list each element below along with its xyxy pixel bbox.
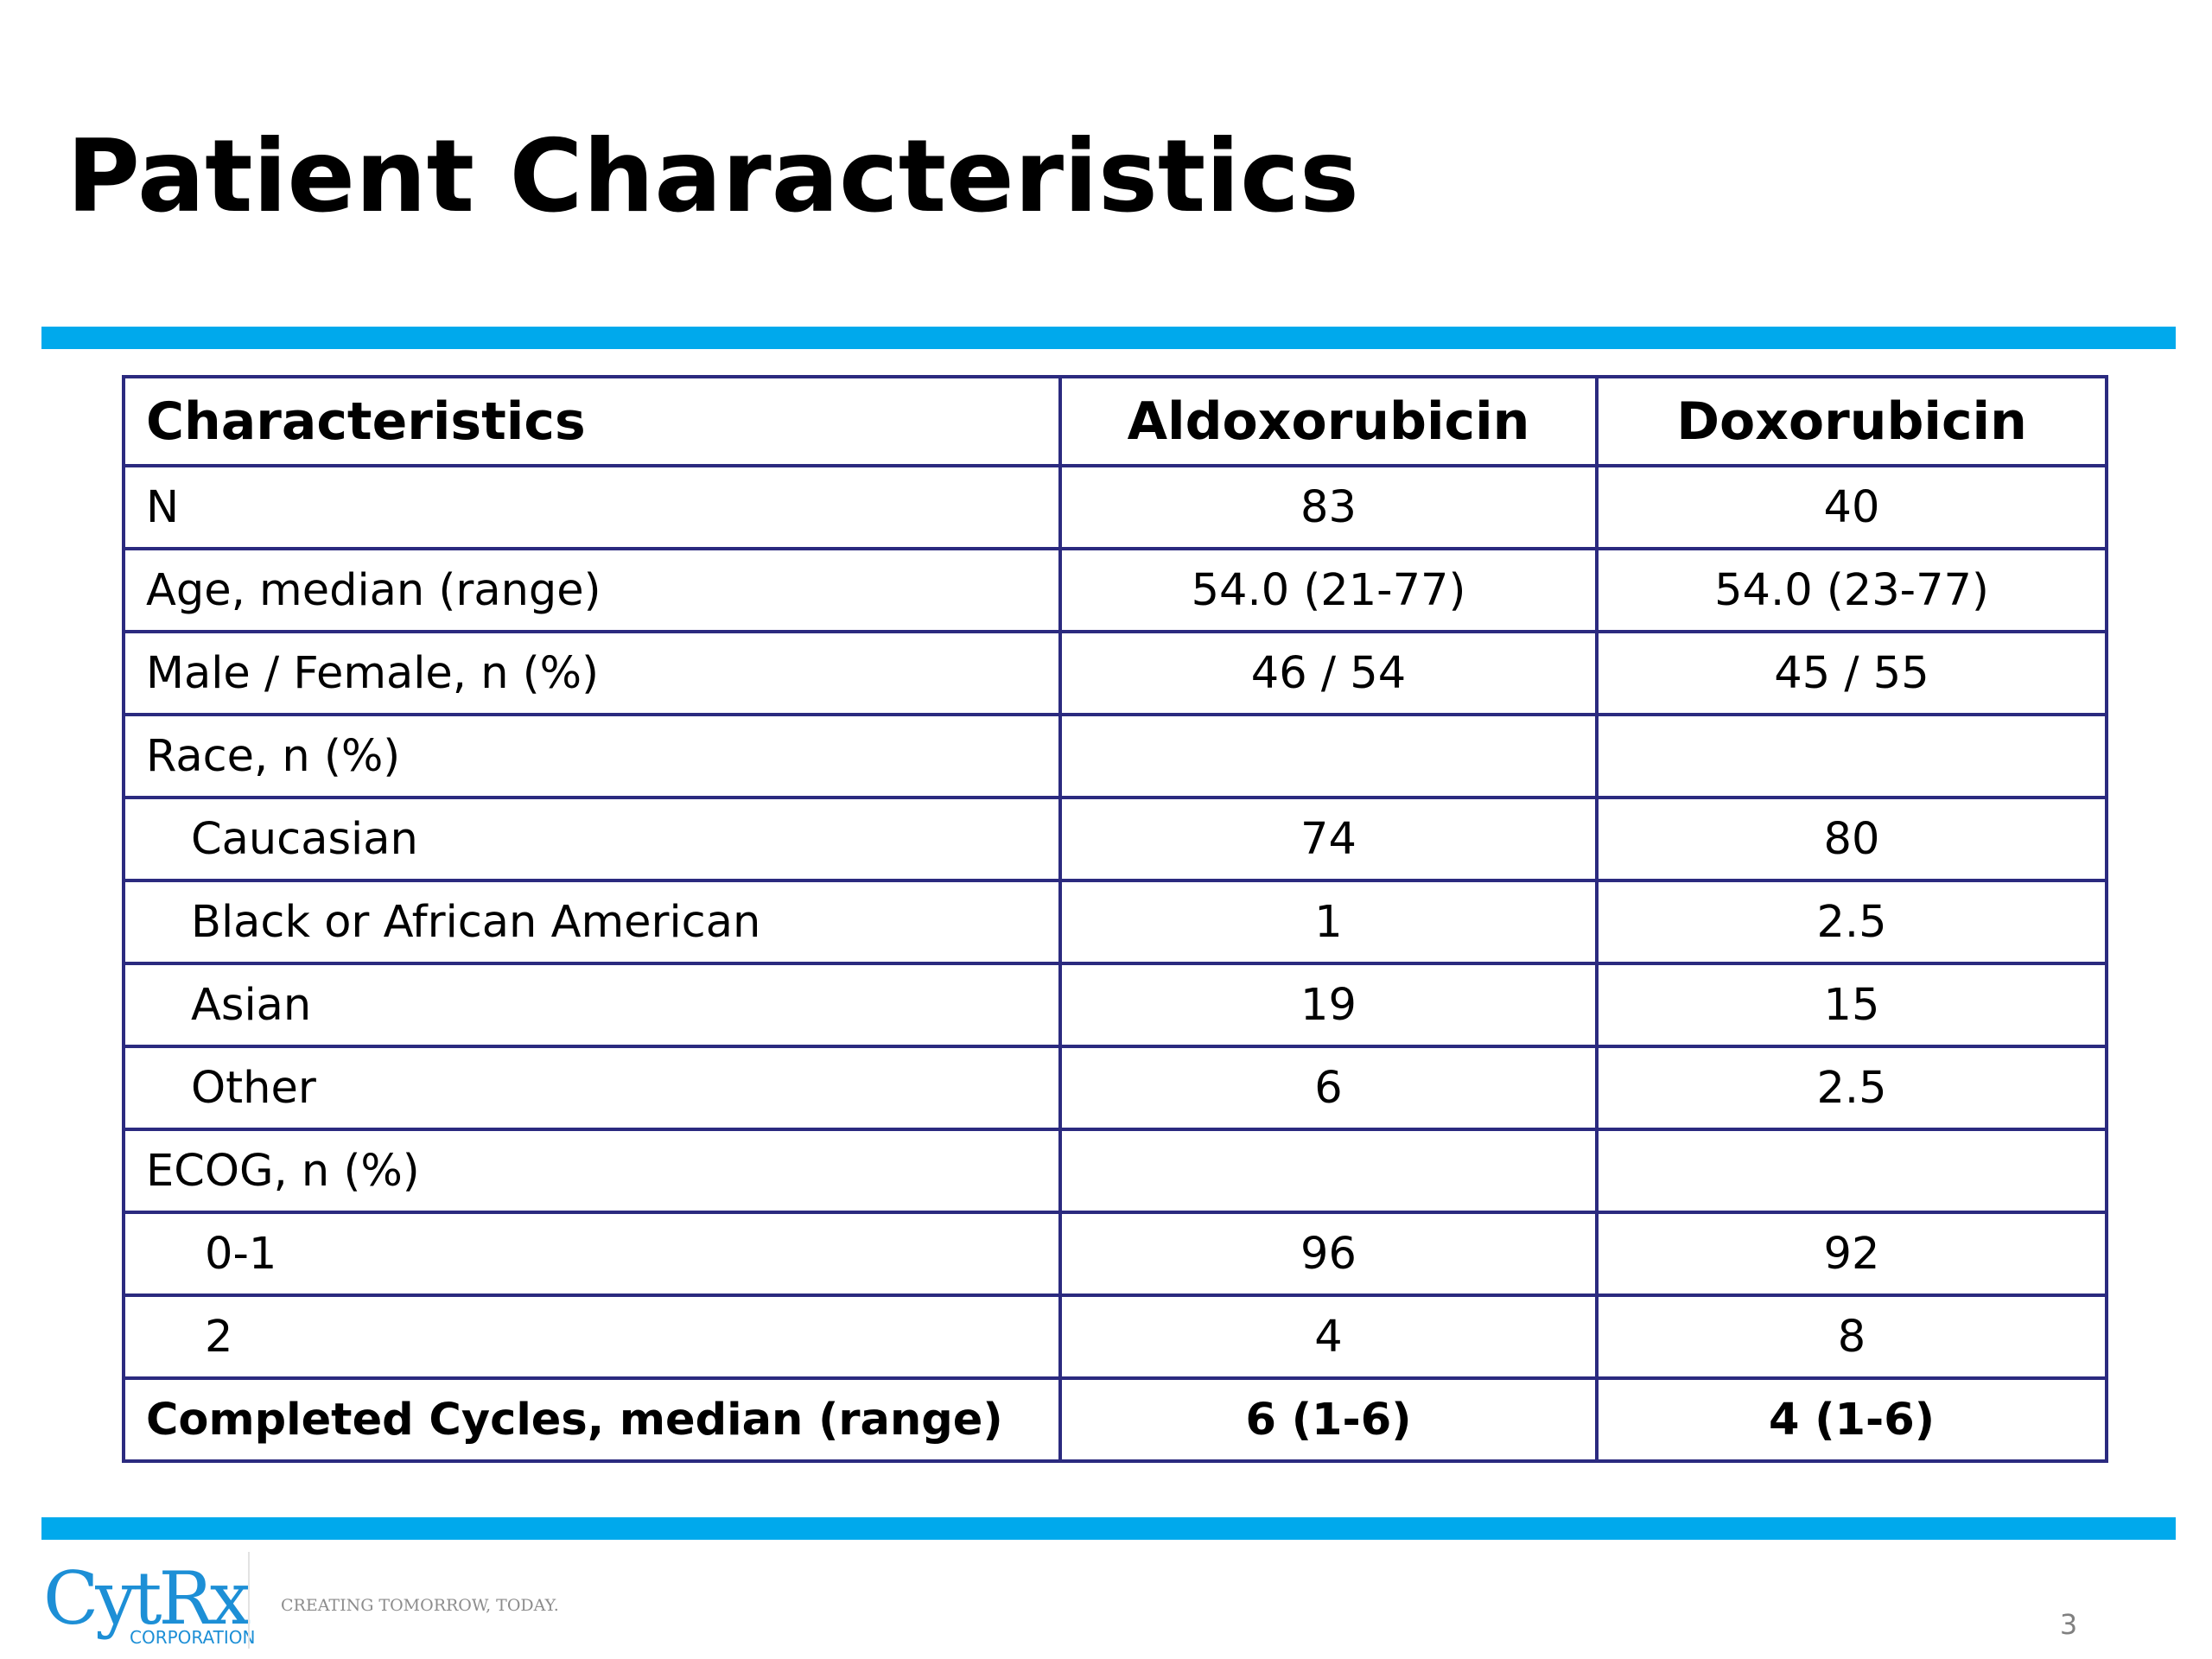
row-label: Other	[122, 1045, 1062, 1131]
row-label: Caucasian	[122, 796, 1062, 882]
aldoxorubicin-value: 19	[1058, 962, 1599, 1048]
aldoxorubicin-value	[1058, 713, 1599, 799]
table-row-asian: Asian 19 15	[122, 962, 2108, 1048]
tagline: CREATING TOMORROW, TODAY.	[281, 1596, 559, 1615]
row-label: Male / Female, n (%)	[122, 630, 1062, 716]
patient-characteristics-table: Characteristics Aldoxorubicin Doxorubici…	[122, 375, 2108, 1463]
aldoxorubicin-value: 96	[1058, 1211, 1599, 1297]
column-header-characteristics: Characteristics	[122, 375, 1062, 467]
doxorubicin-value: 15	[1595, 962, 2108, 1048]
footer-divider	[248, 1552, 250, 1649]
table-row-age: Age, median (range) 54.0 (21-77) 54.0 (2…	[122, 547, 2108, 633]
aldoxorubicin-value: 4	[1058, 1294, 1599, 1380]
aldoxorubicin-value: 54.0 (21-77)	[1058, 547, 1599, 633]
row-label: 0-1	[122, 1211, 1062, 1297]
table-row-ecog: ECOG, n (%)	[122, 1128, 2108, 1214]
table-row-other: Other 6 2.5	[122, 1045, 2108, 1131]
aldoxorubicin-value: 6	[1058, 1045, 1599, 1131]
doxorubicin-value: 40	[1595, 464, 2108, 550]
row-label: Race, n (%)	[122, 713, 1062, 799]
top-accent-bar	[41, 327, 2176, 349]
table-row-race: Race, n (%)	[122, 713, 2108, 799]
table-row-caucasian: Caucasian 74 80	[122, 796, 2108, 882]
doxorubicin-value	[1595, 1128, 2108, 1214]
table-row-ecog-2: 2 4 8	[122, 1294, 2108, 1380]
table-header-row: Characteristics Aldoxorubicin Doxorubici…	[122, 375, 2108, 467]
logo-wordmark: CytRx	[43, 1556, 251, 1641]
doxorubicin-value: 2.5	[1595, 1045, 2108, 1131]
aldoxorubicin-value: 1	[1058, 879, 1599, 965]
page-number: 3	[2059, 1608, 2078, 1641]
column-header-aldoxorubicin: Aldoxorubicin	[1058, 375, 1599, 467]
slide-title: Patient Characteristics	[67, 118, 1359, 235]
row-label: ECOG, n (%)	[122, 1128, 1062, 1214]
table-row-completed-cycles: Completed Cycles, median (range) 6 (1-6)…	[122, 1376, 2108, 1463]
doxorubicin-value: 80	[1595, 796, 2108, 882]
doxorubicin-value: 8	[1595, 1294, 2108, 1380]
aldoxorubicin-value: 6 (1-6)	[1058, 1376, 1599, 1463]
bottom-accent-bar	[41, 1517, 2176, 1540]
doxorubicin-value: 4 (1-6)	[1595, 1376, 2108, 1463]
row-label: Asian	[122, 962, 1062, 1048]
row-label: N	[122, 464, 1062, 550]
doxorubicin-value	[1595, 713, 2108, 799]
doxorubicin-value: 54.0 (23-77)	[1595, 547, 2108, 633]
aldoxorubicin-value: 46 / 54	[1058, 630, 1599, 716]
doxorubicin-value: 45 / 55	[1595, 630, 2108, 716]
aldoxorubicin-value: 74	[1058, 796, 1599, 882]
doxorubicin-value: 2.5	[1595, 879, 2108, 965]
logo-subtext: CORPORATION	[130, 1627, 256, 1648]
doxorubicin-value: 92	[1595, 1211, 2108, 1297]
row-label: Black or African American	[122, 879, 1062, 965]
row-label: Completed Cycles, median (range)	[122, 1376, 1062, 1463]
row-label: 2	[122, 1294, 1062, 1380]
aldoxorubicin-value: 83	[1058, 464, 1599, 550]
table-row-black: Black or African American 1 2.5	[122, 879, 2108, 965]
row-label: Age, median (range)	[122, 547, 1062, 633]
aldoxorubicin-value	[1058, 1128, 1599, 1214]
table-row-n: N 83 40	[122, 464, 2108, 550]
table-row-sex: Male / Female, n (%) 46 / 54 45 / 55	[122, 630, 2108, 716]
column-header-doxorubicin: Doxorubicin	[1595, 375, 2108, 467]
cytrx-logo: CytRx CORPORATION	[43, 1560, 255, 1648]
table-row-ecog-0-1: 0-1 96 92	[122, 1211, 2108, 1297]
